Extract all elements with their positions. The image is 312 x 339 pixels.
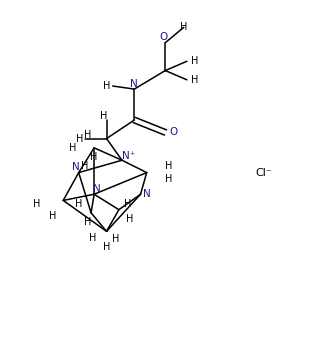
Text: H: H	[112, 234, 119, 244]
Text: H: H	[76, 134, 83, 144]
Text: H: H	[104, 81, 111, 91]
Text: H: H	[103, 242, 110, 252]
Text: H: H	[33, 199, 41, 208]
Text: H: H	[75, 199, 82, 208]
Text: N: N	[143, 189, 151, 199]
Text: H: H	[49, 211, 56, 221]
Text: N: N	[72, 162, 80, 172]
Text: H: H	[165, 174, 172, 184]
Text: H: H	[81, 161, 89, 172]
Text: N⁺: N⁺	[122, 151, 135, 161]
Text: H: H	[180, 22, 188, 32]
Text: N: N	[93, 184, 101, 194]
Text: H: H	[84, 131, 92, 140]
Text: N: N	[130, 79, 138, 88]
Text: Cl⁻: Cl⁻	[256, 167, 273, 178]
Text: H: H	[191, 75, 198, 85]
Text: H: H	[165, 161, 172, 172]
Text: H: H	[124, 199, 132, 208]
Text: H: H	[69, 143, 76, 153]
Text: H: H	[90, 152, 98, 162]
Text: H: H	[89, 233, 96, 242]
Text: H: H	[126, 214, 134, 224]
Text: H: H	[100, 111, 107, 121]
Text: H: H	[191, 56, 198, 66]
Text: H: H	[84, 217, 92, 227]
Text: O: O	[169, 127, 177, 137]
Text: O: O	[160, 32, 168, 42]
